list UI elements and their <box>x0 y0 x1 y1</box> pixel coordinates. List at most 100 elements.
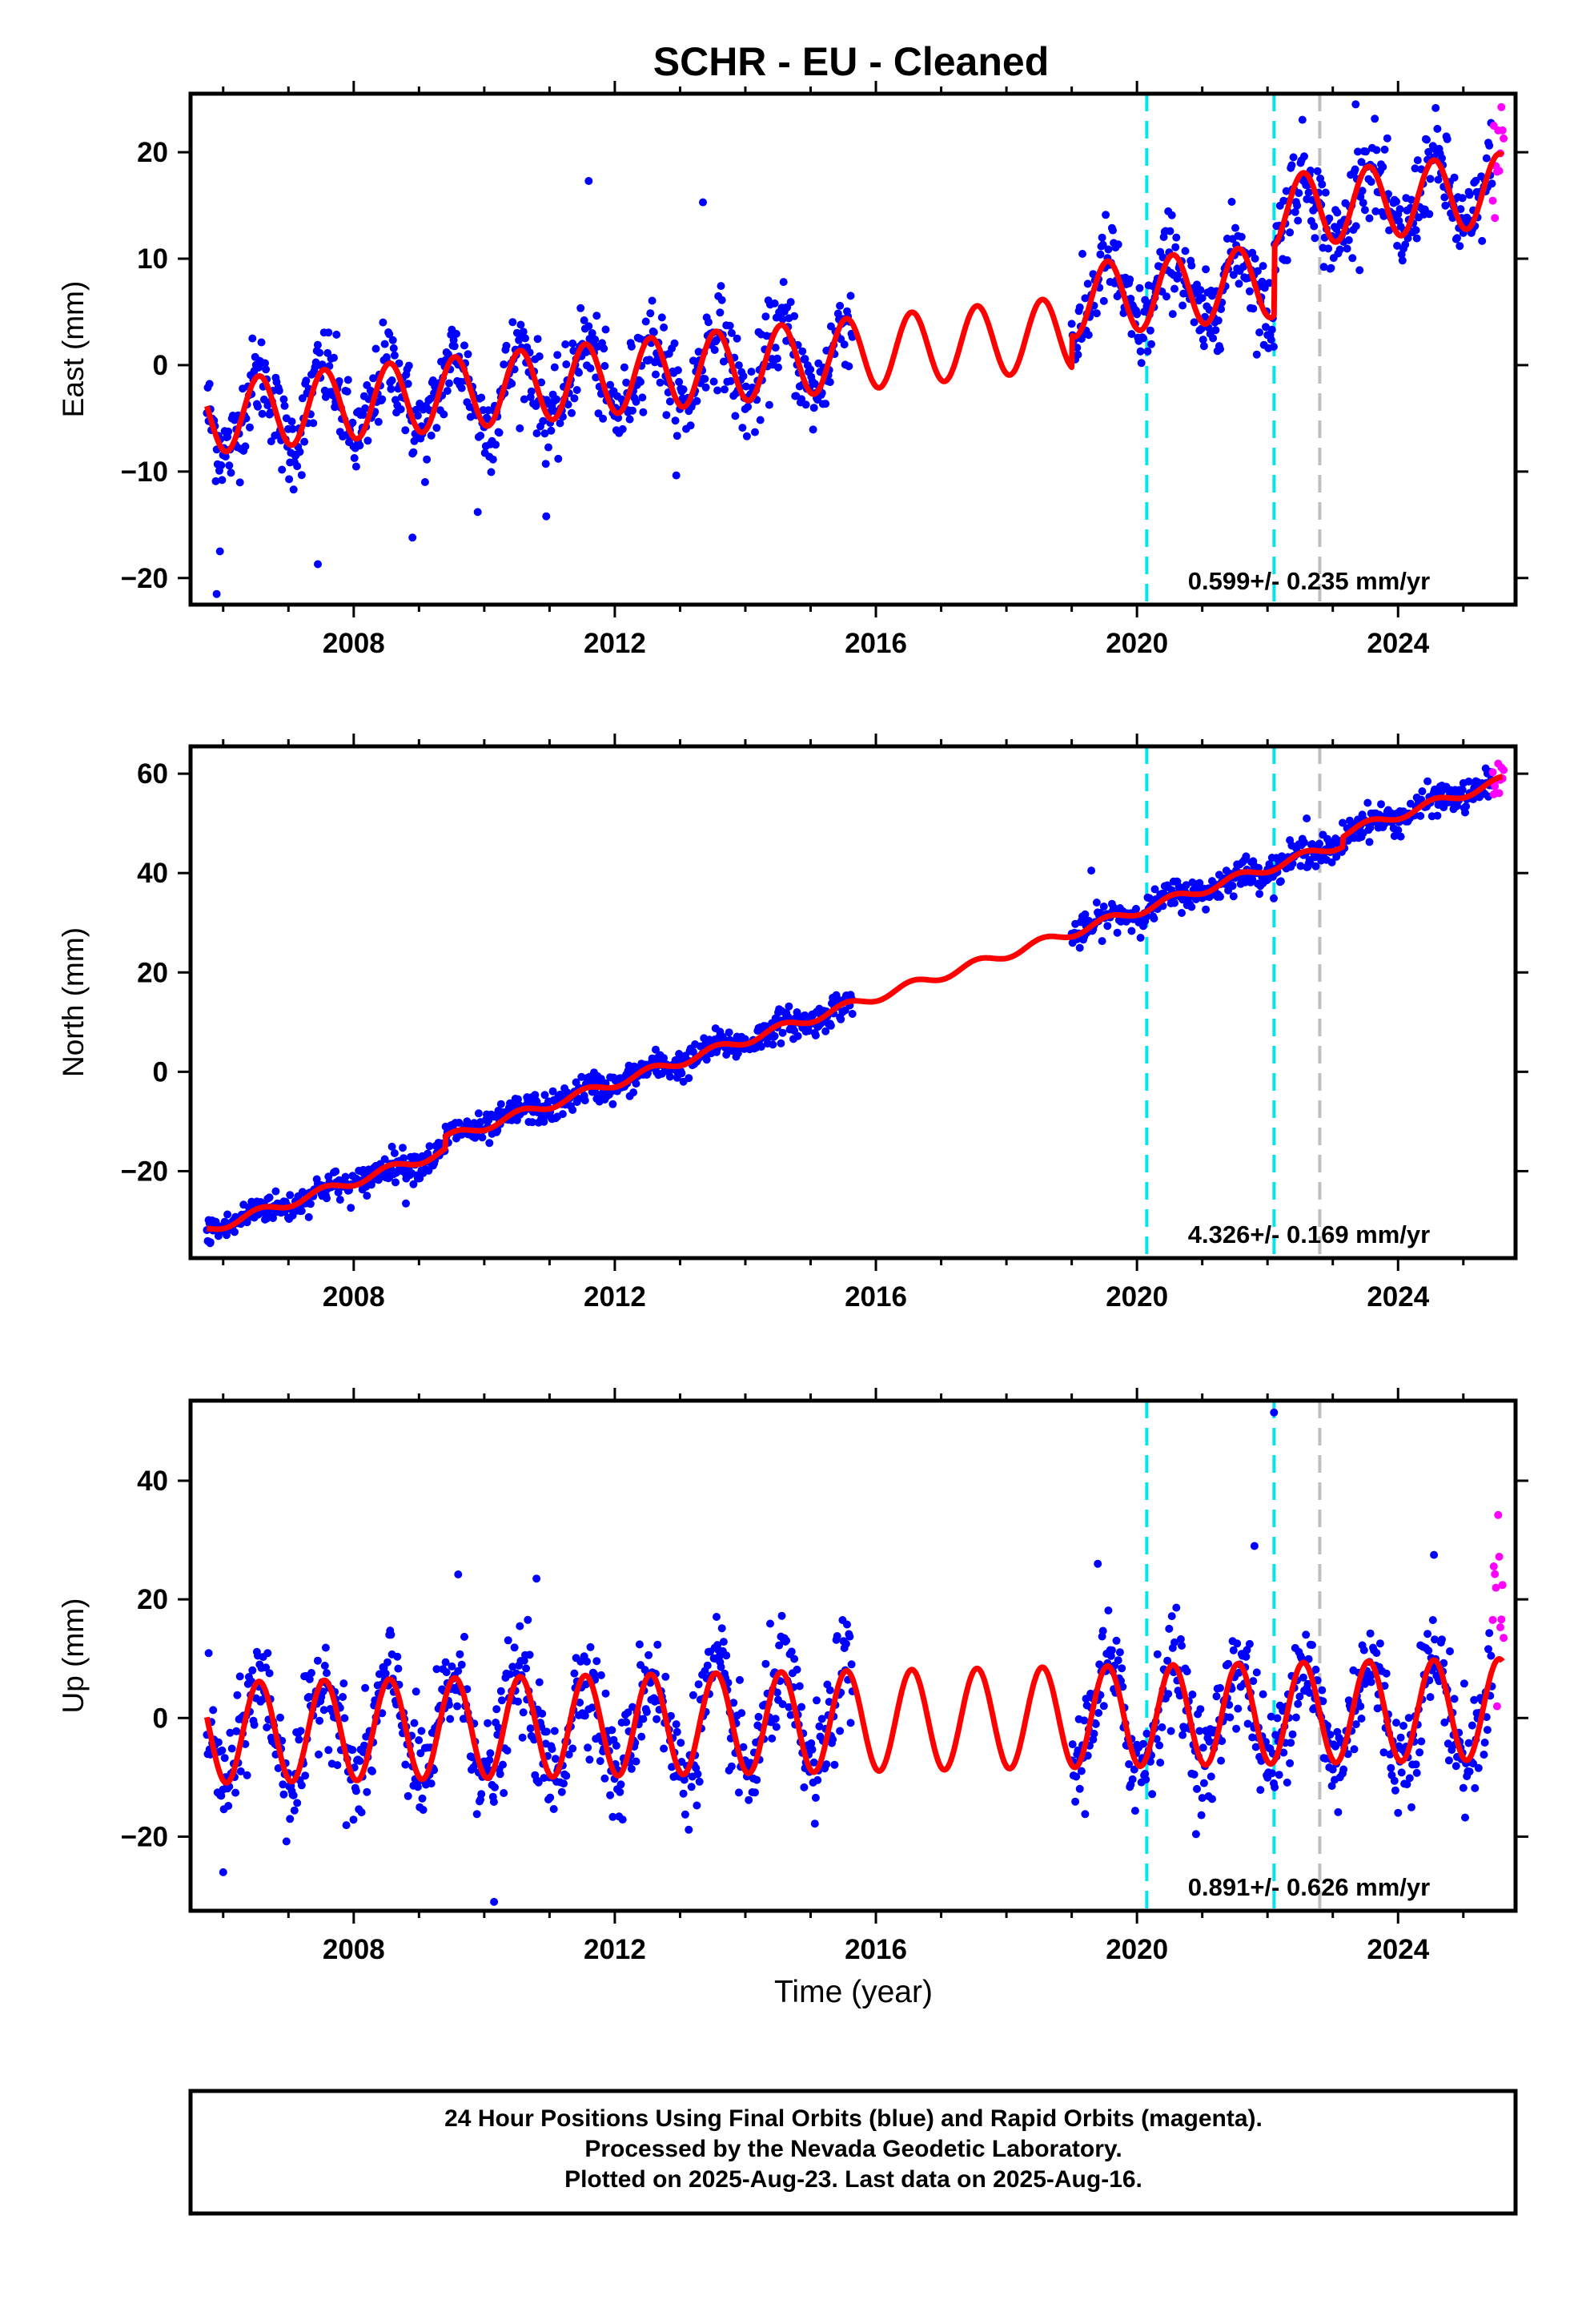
east-final-orbit-point <box>293 462 302 471</box>
east-final-orbit-point <box>756 416 765 424</box>
east-final-orbit-point <box>324 328 333 337</box>
east-final-orbit-point <box>355 441 364 450</box>
up-final-orbit-point <box>1485 1629 1494 1638</box>
north-final-orbit-point <box>540 1091 549 1100</box>
up-final-orbit-point <box>1104 1606 1113 1614</box>
up-final-orbit-point <box>1208 1795 1216 1803</box>
east-final-orbit-point <box>1413 156 1422 165</box>
up-final-orbit-point <box>687 1783 696 1791</box>
up-final-orbit-point <box>1465 1767 1474 1776</box>
north-final-orbit-point <box>363 1192 371 1200</box>
up-final-orbit-point <box>627 1764 636 1773</box>
east-final-orbit-point <box>1392 197 1400 206</box>
east-final-orbit-point <box>261 359 269 368</box>
east-final-orbit-point <box>1253 267 1262 275</box>
up-final-orbit-point <box>1399 1722 1407 1730</box>
up-final-orbit-point <box>1226 1713 1235 1722</box>
east-final-orbit-point <box>632 397 640 406</box>
up-final-orbit-point <box>1182 1667 1191 1676</box>
north-final-orbit-point <box>548 1087 557 1096</box>
east-final-orbit-point <box>742 432 751 440</box>
east-y-tick-label: 10 <box>137 243 168 275</box>
east-final-orbit-point <box>532 429 541 438</box>
up-final-orbit-point <box>1142 1775 1150 1784</box>
east-final-orbit-point <box>1367 178 1375 186</box>
east-final-orbit-point <box>1482 154 1491 163</box>
east-data-layer <box>203 94 1508 605</box>
up-final-orbit-point <box>1098 1626 1107 1635</box>
north-data-layer <box>203 746 1508 1258</box>
up-final-orbit-point <box>1417 1737 1426 1746</box>
east-final-orbit-point <box>1202 265 1211 274</box>
north-final-orbit-point <box>1255 890 1264 899</box>
east-final-orbit-point <box>390 351 399 360</box>
east-final-orbit-point <box>614 413 623 422</box>
up-final-orbit-point <box>496 1770 504 1779</box>
east-final-orbit-point <box>1295 189 1303 198</box>
east-final-orbit-point <box>502 341 511 350</box>
up-final-orbit-point <box>596 1671 605 1679</box>
east-final-orbit-point <box>717 282 725 291</box>
east-final-orbit-point <box>599 414 608 423</box>
east-final-orbit-point <box>1074 350 1082 359</box>
up-final-orbit-point <box>1468 1721 1476 1730</box>
east-final-orbit-point <box>476 432 485 440</box>
east-final-orbit-point <box>790 312 799 320</box>
up-final-orbit-point <box>232 1727 241 1735</box>
east-final-orbit-point <box>1231 223 1239 232</box>
up-final-orbit-point <box>693 1770 702 1779</box>
up-final-orbit-point <box>585 1755 594 1764</box>
up-rapid-orbit-point <box>1489 1562 1498 1570</box>
up-final-orbit-point <box>1232 1724 1241 1733</box>
up-final-orbit-point <box>394 1664 403 1673</box>
up-final-orbit-point <box>276 1713 284 1722</box>
east-final-orbit-point <box>778 315 787 324</box>
east-final-orbit-point <box>541 460 550 468</box>
north-final-orbit-point <box>608 1100 617 1108</box>
up-final-orbit-point <box>782 1636 791 1645</box>
up-final-orbit-point <box>644 1651 653 1659</box>
north-final-orbit-point <box>1366 823 1375 832</box>
east-final-orbit-point <box>520 395 528 404</box>
up-final-orbit-point <box>518 1733 527 1742</box>
east-final-orbit-point <box>1229 271 1238 279</box>
east-final-orbit-point <box>1267 325 1276 334</box>
east-final-orbit-point <box>734 361 743 370</box>
east-final-orbit-point <box>1300 152 1308 161</box>
east-final-orbit-point <box>1371 115 1379 123</box>
up-final-orbit-point <box>1287 1739 1295 1747</box>
east-final-orbit-point <box>1096 250 1105 259</box>
north-final-orbit-point <box>485 1139 494 1148</box>
east-final-orbit-point <box>1365 214 1374 223</box>
east-final-orbit-point <box>224 427 233 436</box>
up-final-orbit-point <box>542 1727 551 1736</box>
east-final-orbit-point <box>1167 211 1176 219</box>
up-final-orbit-point <box>606 1791 615 1799</box>
up-final-orbit-point <box>320 1662 329 1670</box>
east-final-orbit-point <box>1371 207 1380 215</box>
footer-line-1: 24 Hour Positions Using Final Orbits (bl… <box>444 2105 1263 2132</box>
up-final-orbit-point <box>1474 1763 1483 1772</box>
east-final-orbit-point <box>1137 359 1146 368</box>
east-final-orbit-point <box>348 418 357 427</box>
north-final-orbit-point <box>1081 910 1090 919</box>
up-final-orbit-point <box>1283 1778 1291 1787</box>
up-final-orbit-point <box>349 1815 358 1824</box>
up-final-orbit-point <box>355 1756 364 1765</box>
north-final-orbit-point <box>1092 899 1101 907</box>
north-final-orbit-point <box>1311 862 1320 870</box>
east-final-orbit-point <box>248 334 257 343</box>
east-final-orbit-point <box>332 330 341 339</box>
up-final-orbit-point <box>1294 1699 1303 1708</box>
east-final-orbit-point <box>552 395 561 404</box>
east-frame <box>188 91 1518 607</box>
east-final-orbit-point <box>1324 244 1333 253</box>
up-final-orbit-point <box>1438 1635 1446 1644</box>
up-final-orbit-point <box>1423 1630 1432 1638</box>
up-final-orbit-point <box>235 1672 244 1681</box>
up-final-orbit-point <box>719 1638 728 1647</box>
up-final-orbit-point <box>1199 1779 1208 1787</box>
footer-box: 24 Hour Positions Using Final Orbits (bl… <box>188 2089 1518 2216</box>
up-final-orbit-point <box>1075 1784 1084 1793</box>
up-final-orbit-point <box>771 1715 780 1723</box>
